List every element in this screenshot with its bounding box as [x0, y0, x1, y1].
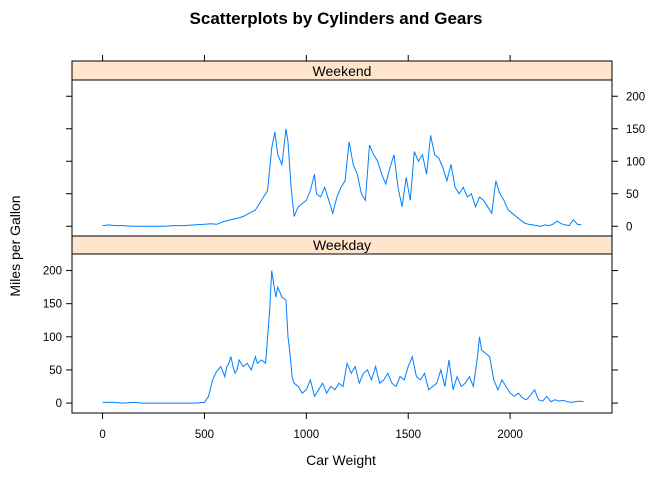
- y-tick-label-weekday: 200: [43, 266, 62, 278]
- strip-label-weekday: Weekday: [313, 237, 371, 253]
- x-axis-label: Car Weight: [306, 452, 376, 468]
- chart-title: Scatterplots by Cylinders and Gears: [190, 9, 483, 28]
- series-line-weekend: [102, 128, 582, 227]
- x-tick-label: 1500: [395, 429, 421, 441]
- panel-frame-weekday: [71, 253, 613, 414]
- y-axis-label: Miles per Gallon: [7, 195, 23, 296]
- x-tick-label: 2000: [497, 429, 523, 441]
- x-tick-label: 1000: [294, 429, 320, 441]
- strip-label-weekend: Weekend: [313, 63, 372, 79]
- y-tick-label-weekday: 150: [43, 299, 62, 311]
- panel-frame-weekend: [71, 79, 613, 237]
- x-tick-label: 0: [99, 429, 105, 441]
- y-tick-label-weekday: 100: [43, 332, 62, 344]
- series-line-weekday: [102, 270, 584, 404]
- y-tick-label-weekend: 100: [626, 156, 645, 168]
- y-tick-label-weekend: 0: [626, 221, 632, 233]
- y-tick-label-weekday: 0: [56, 398, 62, 410]
- y-tick-label-weekday: 50: [49, 365, 62, 377]
- y-tick-label-weekend: 200: [626, 91, 645, 103]
- y-tick-label-weekend: 150: [626, 124, 645, 136]
- x-tick-label: 500: [195, 429, 214, 441]
- y-tick-label-weekend: 50: [626, 189, 639, 201]
